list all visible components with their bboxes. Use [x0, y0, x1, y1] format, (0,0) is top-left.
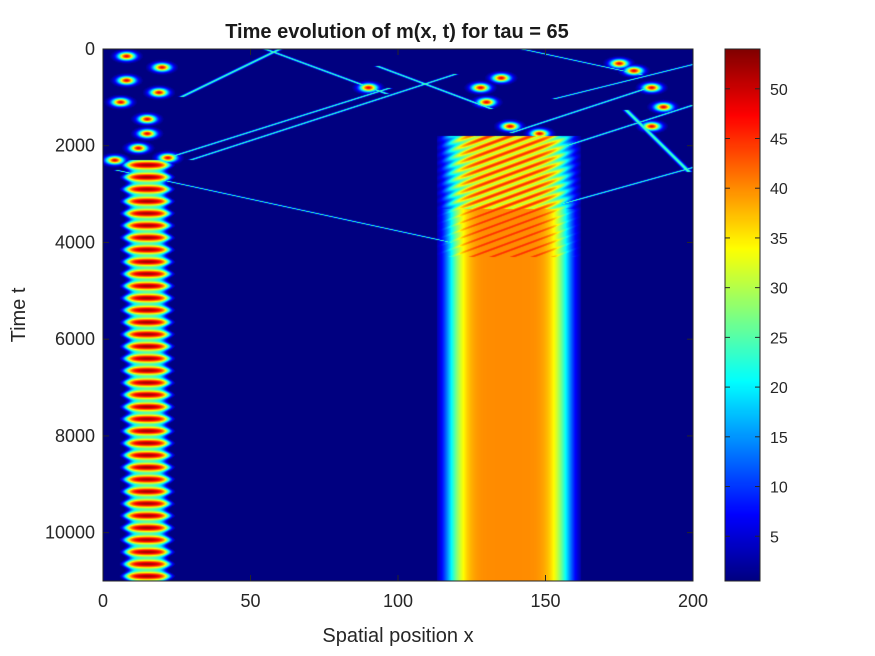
y-tick-label: 8000	[55, 426, 95, 446]
heatmap-canvas	[103, 49, 693, 581]
colorbar-tick-label: 50	[770, 82, 788, 99]
y-tick-label: 2000	[55, 136, 95, 156]
chart-title: Time evolution of m(x, t) for tau = 65	[225, 21, 569, 43]
colorbar-tick-label: 35	[770, 231, 788, 248]
colorbar-tick-label: 45	[770, 131, 788, 148]
x-axis-label: Spatial position x	[322, 625, 473, 647]
colorbar-tick-label: 5	[770, 529, 779, 546]
y-tick-label: 10000	[45, 523, 95, 543]
x-axis: 0 50 100 150 200	[98, 49, 708, 611]
colorbar-tick-label: 40	[770, 181, 788, 198]
y-axis-label: Time t	[8, 287, 30, 342]
colorbar-area	[725, 49, 760, 581]
colorbar-canvas	[725, 49, 760, 581]
x-tick-label: 50	[240, 591, 260, 611]
colorbar-tick-label: 30	[770, 281, 788, 298]
x-tick-label: 150	[530, 591, 560, 611]
colorbar-frame	[724, 48, 761, 582]
x-tick-label: 100	[383, 591, 413, 611]
y-tick-label: 6000	[55, 329, 95, 349]
heatmap-area	[103, 49, 693, 581]
colorbar-tick-label: 15	[770, 430, 788, 447]
x-tick-label: 0	[98, 591, 108, 611]
colorbar-tick-label: 10	[770, 480, 788, 497]
y-tick-label: 4000	[55, 232, 95, 252]
colorbar-tick-label: 20	[770, 380, 788, 397]
colorbar-tick-label: 25	[770, 330, 788, 347]
y-tick-label: 0	[85, 39, 95, 59]
x-tick-label: 200	[678, 591, 708, 611]
colorbar-ticks: 5 10 15 20 25 30 35 40 45 50	[725, 82, 788, 546]
y-axis: 0 2000 4000 6000 8000 10000	[45, 39, 693, 543]
